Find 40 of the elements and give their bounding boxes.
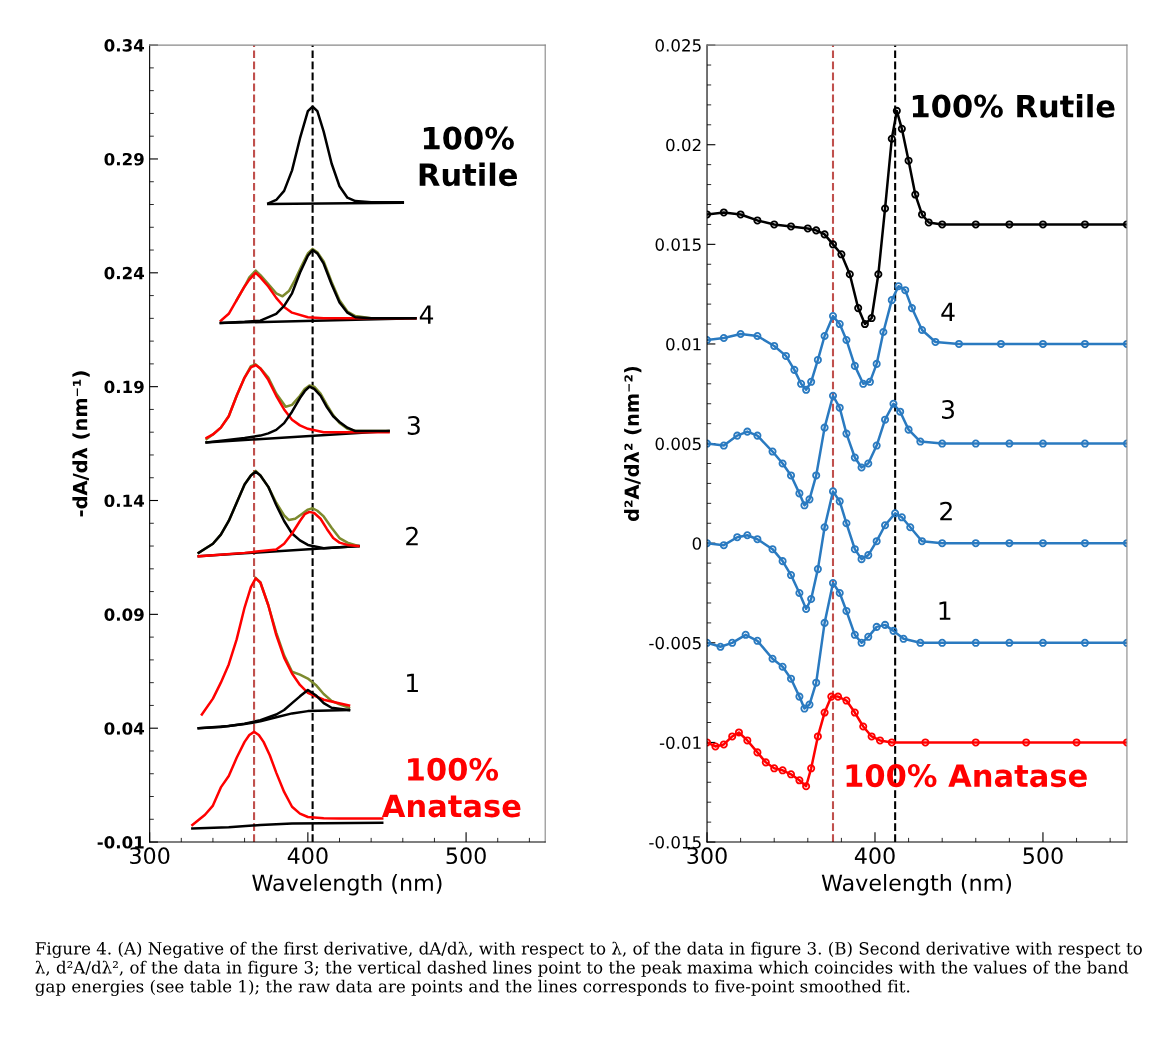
x-tick-label: 400 <box>854 847 895 865</box>
y-tick-label: -0.005 <box>649 636 701 650</box>
annotation: 2 <box>940 501 952 521</box>
y-tick-label: 0.005 <box>655 437 701 451</box>
y-tick-label: 0.04 <box>104 722 145 735</box>
y-tick-label: -0.015 <box>649 836 701 849</box>
annotation: 2 <box>406 526 418 546</box>
x-axis-title: Wavelength (nm) <box>252 873 442 896</box>
y-tick-label: 0.015 <box>655 238 701 251</box>
y-tick-label: -0.01 <box>659 736 701 749</box>
y-tick-label: 0.34 <box>104 39 145 52</box>
y-tick-label: -0.01 <box>97 836 144 849</box>
x-axis-title: Wavelength (nm) <box>821 873 1012 896</box>
x-tick-label: 300 <box>130 847 170 865</box>
y-axis-title: d²A/dλ² (nm⁻²) <box>624 366 642 522</box>
x-tick-label: 500 <box>446 847 486 865</box>
x-tick-label: 400 <box>287 847 328 865</box>
annotation: 1 <box>939 601 951 620</box>
annotation: 100% Rutile <box>912 94 1115 118</box>
y-tick-label: 0.19 <box>104 380 144 394</box>
y-tick-label: 0.09 <box>104 608 144 621</box>
annotation: 100% Rutile <box>419 126 517 187</box>
caption: Figure 4. (A) Negative of the first derivative, dA/dλ, with respect to λ, of the data in figure 3. (B) Second derivative with respect to λ, d²A/dλ², of the data in figure 3; the vertical dashed lines point to the peak maxima which coincides with the values of the band gap energies (see table 1); the raw data are points and the lines corresponds to five-point smoothed fit. <box>35 941 1142 996</box>
y-tick-label: 0.14 <box>104 494 145 508</box>
y-axis-title: -dA/dλ (nm⁻¹) <box>72 371 90 517</box>
annotation: 4 <box>941 302 955 321</box>
y-tick-label: 0.02 <box>666 138 701 152</box>
x-tick-label: 500 <box>1023 847 1063 865</box>
y-tick-label: 0.24 <box>104 266 145 280</box>
annotation: 100% Anatase <box>846 764 1087 788</box>
y-tick-label: 0.01 <box>666 337 701 351</box>
annotation: 100% Anatase <box>381 757 521 818</box>
annotation: 3 <box>942 400 954 419</box>
y-tick-label: 0 <box>692 537 702 550</box>
x-tick-label: 300 <box>687 847 727 865</box>
y-tick-label: 0.29 <box>104 152 144 166</box>
y-tick-label: 0.025 <box>655 39 701 52</box>
annotation: 1 <box>407 673 418 692</box>
annotation: 3 <box>407 415 420 435</box>
annotation: 4 <box>419 305 434 324</box>
